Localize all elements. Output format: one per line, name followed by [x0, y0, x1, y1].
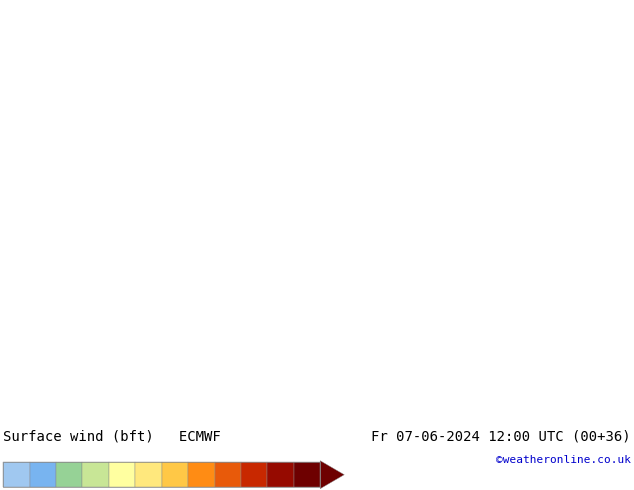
- Bar: [3, 462, 30, 488]
- Bar: [82, 462, 109, 488]
- Bar: [30, 462, 56, 488]
- Bar: [162, 462, 188, 488]
- Bar: [109, 462, 135, 488]
- Bar: [241, 462, 268, 488]
- Text: ©weatheronline.co.uk: ©weatheronline.co.uk: [496, 455, 631, 465]
- Bar: [3, 462, 320, 488]
- Bar: [135, 462, 162, 488]
- FancyArrow shape: [320, 461, 344, 489]
- Bar: [294, 462, 320, 488]
- Bar: [214, 462, 241, 488]
- Bar: [56, 462, 82, 488]
- Text: Surface wind (bft)   ECMWF: Surface wind (bft) ECMWF: [3, 429, 221, 443]
- Bar: [188, 462, 214, 488]
- Text: Fr 07-06-2024 12:00 UTC (00+36): Fr 07-06-2024 12:00 UTC (00+36): [371, 429, 631, 443]
- Bar: [268, 462, 294, 488]
